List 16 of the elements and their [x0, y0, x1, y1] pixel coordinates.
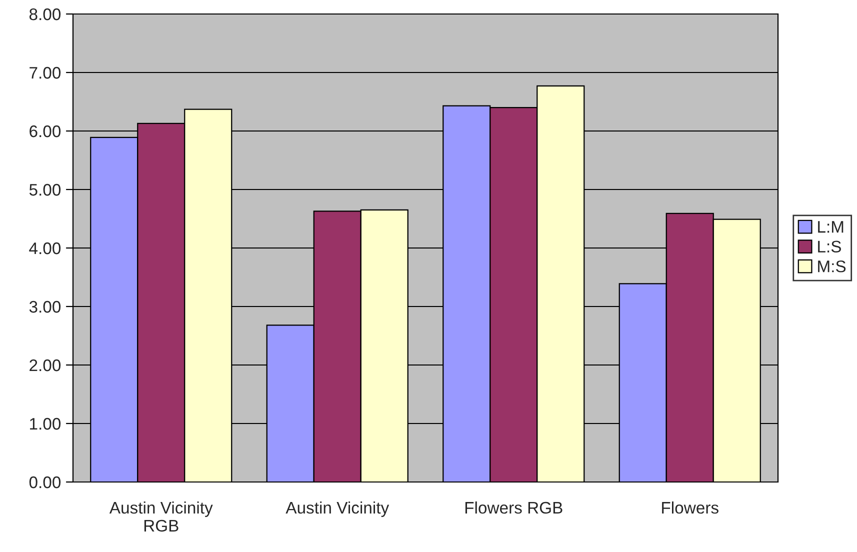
legend-label: L:S [818, 240, 841, 253]
x-tick-label: Flowers RGB [465, 501, 562, 514]
y-tick-label: 1.00 [30, 418, 61, 430]
y-tick-label: 8.00 [29, 8, 61, 20]
y-tick-label: 4.00 [29, 242, 61, 254]
y-tick-label: 7.00 [30, 66, 61, 79]
y-tick-label: 2.00 [30, 359, 61, 372]
y-tick-label: 0.00 [29, 476, 61, 488]
y-tick-label: 5.00 [29, 184, 61, 196]
y-tick-label: 6.00 [30, 125, 61, 138]
x-tick-label: Austin Vicinity RGB [109, 501, 213, 532]
x-tick-label: Flowers [662, 501, 718, 514]
x-tick-label: Austin Vicinity [286, 501, 390, 517]
legend-label: L:M [818, 221, 844, 233]
legend-label: M:S [818, 260, 846, 272]
y-tick-label: 3.00 [29, 300, 61, 313]
